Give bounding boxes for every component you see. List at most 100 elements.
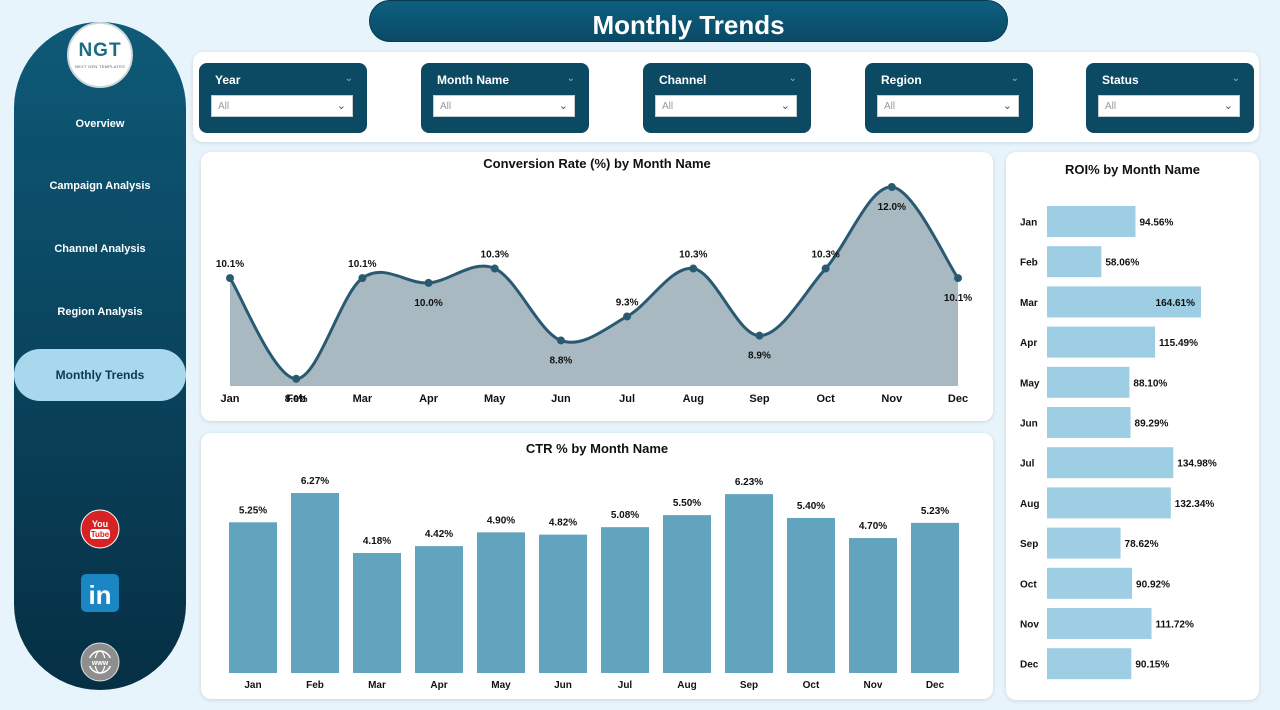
roi-bar-dec[interactable] [1047, 648, 1132, 680]
conversion-point-jul[interactable] [623, 312, 632, 321]
ctr-data-label-sep: 6.23% [735, 477, 763, 488]
conversion-point-jan[interactable] [226, 274, 234, 283]
chevron-down-icon[interactable]: ⌄ [344, 73, 353, 84]
ctr-bar-nov[interactable] [849, 538, 897, 673]
conversion-point-aug[interactable] [689, 264, 698, 273]
conversion-data-label-jan: 10.1% [216, 259, 244, 270]
ctr-bar-oct[interactable] [787, 517, 835, 673]
roi-bar-nov[interactable] [1047, 608, 1152, 639]
ctr-data-label-nov: 4.70% [859, 521, 887, 532]
youtube-text-top: You [92, 519, 108, 529]
ctr-data-label-jun: 4.82% [549, 518, 577, 529]
roi-data-label-sep: 78.62% [1125, 539, 1159, 550]
page-title: Monthly Trends [369, 0, 1008, 42]
conversion-point-dec[interactable] [954, 274, 962, 283]
youtube-text-bottom: Tube [91, 530, 110, 539]
roi-y-tick-apr: Apr [1020, 338, 1037, 349]
nav-item-region-analysis[interactable]: Region Analysis [57, 306, 143, 318]
ctr-bar-dec[interactable] [911, 522, 959, 673]
conversion-point-jun[interactable] [556, 336, 565, 345]
linkedin-text: in [88, 580, 111, 610]
roi-bar-apr[interactable] [1047, 326, 1156, 358]
conversion-rate-chart: 10.1% Jan 8.0%Feb 10.1% Mar 10.0% Apr 10.3% May 8… [216, 183, 972, 405]
conversion-point-nov[interactable] [887, 183, 896, 191]
conversion-point-mar[interactable] [358, 274, 367, 283]
roi-y-tick-aug: Aug [1020, 499, 1039, 510]
nav-item-monthly-trends[interactable]: Monthly Trends [14, 349, 186, 401]
ctr-data-label-feb: 6.27% [301, 476, 329, 487]
ctr-bar-may[interactable] [477, 532, 525, 673]
roi-bar-mar[interactable] [1047, 286, 1201, 318]
roi-bar-jan[interactable] [1047, 206, 1136, 237]
roi-title: ROI% by Month Name [1064, 162, 1201, 177]
filter-year-value: All [218, 101, 230, 112]
conversion-data-label-oct: 10.3% [811, 250, 839, 261]
nav-item-overview[interactable]: Overview [75, 118, 125, 130]
filter-year-select[interactable]: All ⌄ [211, 95, 353, 117]
conversion-x-tick-jan: Jan [221, 393, 240, 405]
conversion-series-line [228, 185, 960, 381]
roi-bar-feb[interactable] [1047, 246, 1102, 278]
conversion-point-oct[interactable] [821, 264, 830, 273]
conversion-x-tick-oct: Oct [816, 393, 835, 405]
ctr-bar-mar[interactable] [353, 553, 401, 673]
conversion-x-tick-nov: Nov [881, 393, 903, 405]
roi-data-label-jun: 89.29% [1135, 419, 1169, 430]
chevron-down-icon: ⌄ [558, 100, 568, 112]
roi-data-label-may: 88.10% [1133, 378, 1167, 389]
chevron-down-icon[interactable]: ⌄ [1010, 73, 1019, 84]
filter-month-name-select[interactable]: All ⌄ [433, 95, 575, 117]
conversion-point-may[interactable] [490, 264, 499, 273]
svg-text:www: www [91, 660, 109, 667]
nav-item-campaign-analysis[interactable]: Campaign Analysis [49, 180, 151, 192]
website-icon[interactable]: www [80, 642, 120, 682]
filter-status-select[interactable]: All ⌄ [1098, 95, 1240, 117]
conversion-point-feb[interactable] [292, 374, 301, 383]
roi-y-tick-dec: Dec [1020, 660, 1039, 671]
roi-data-label-mar: 164.61% [1156, 298, 1196, 309]
ctr-bar-jul[interactable] [601, 527, 649, 673]
conversion-point-sep[interactable] [755, 331, 764, 340]
chevron-down-icon[interactable]: ⌄ [566, 73, 575, 84]
chevron-down-icon: ⌄ [780, 100, 790, 112]
ctr-bar-jun[interactable] [539, 534, 587, 673]
chevron-down-icon[interactable]: ⌄ [1231, 73, 1240, 84]
conversion-point-apr[interactable] [424, 278, 433, 287]
roi-card: ROI% by Month Name Jan 94.56% Feb 58.06% Mar… [1006, 152, 1259, 700]
youtube-icon[interactable]: You Tube [80, 509, 120, 549]
nav-item-channel-analysis[interactable]: Channel Analysis [54, 243, 146, 255]
ctr-bar-sep[interactable] [725, 494, 773, 673]
ngt-logo[interactable]: NGT NEXT GEN TEMPLATES [67, 22, 133, 88]
filter-region-select[interactable]: All ⌄ [877, 95, 1019, 117]
roi-bar-sep[interactable] [1047, 527, 1121, 559]
linkedin-icon[interactable]: in [80, 573, 120, 613]
ctr-title: CTR % by Month Name [525, 441, 669, 456]
ctr-data-label-may: 4.90% [487, 515, 515, 526]
filter-channel-select[interactable]: All ⌄ [655, 95, 797, 117]
roi-bar-may[interactable] [1047, 366, 1130, 398]
filter-channel-label: Channel [659, 73, 707, 87]
roi-y-tick-jul: Jul [1020, 459, 1035, 470]
roi-bar-oct[interactable] [1047, 567, 1133, 599]
filter-month-name-label: Month Name [437, 73, 509, 87]
ctr-bar-aug[interactable] [663, 515, 711, 673]
roi-data-label-jan: 94.56% [1139, 218, 1173, 229]
chevron-down-icon[interactable]: ⌄ [788, 73, 797, 84]
filter-region-value: All [884, 101, 896, 112]
conversion-data-label-apr: 10.0% [414, 298, 442, 309]
ctr-data-label-jan: 5.25% [239, 505, 267, 516]
ctr-data-label-aug: 5.50% [673, 498, 701, 509]
ctr-bar-apr[interactable] [415, 546, 463, 673]
ctr-bar-feb[interactable] [291, 493, 339, 673]
roi-bar-jul[interactable] [1047, 447, 1174, 479]
ctr-data-label-apr: 4.42% [425, 529, 453, 540]
conversion-x-tick-dec: Dec [948, 393, 968, 405]
roi-bar-jun[interactable] [1047, 407, 1131, 438]
roi-data-label-feb: 58.06% [1105, 258, 1139, 269]
roi-bar-aug[interactable] [1047, 487, 1171, 519]
conversion-data-label-mar: 10.1% [348, 259, 376, 270]
conversion-rate-card: Conversion Rate (%) by Month Name 10.1% J… [201, 152, 993, 421]
conversion-x-tick-apr: Apr [419, 393, 439, 405]
ctr-bar-jan[interactable] [229, 522, 277, 673]
conversion-data-label-jun: 8.8% [550, 355, 573, 366]
